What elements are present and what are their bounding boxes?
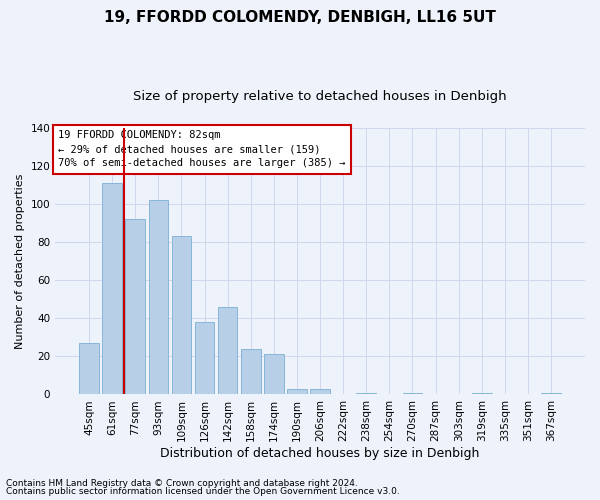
Text: Contains HM Land Registry data © Crown copyright and database right 2024.: Contains HM Land Registry data © Crown c… [6, 478, 358, 488]
Text: 19, FFORDD COLOMENDY, DENBIGH, LL16 5UT: 19, FFORDD COLOMENDY, DENBIGH, LL16 5UT [104, 10, 496, 25]
Y-axis label: Number of detached properties: Number of detached properties [15, 174, 25, 349]
Bar [403, 392, 422, 394]
Bar [287, 388, 307, 394]
Bar [195, 322, 214, 394]
Bar [310, 388, 330, 394]
Bar [172, 236, 191, 394]
Bar [241, 348, 260, 395]
Bar [356, 392, 376, 394]
Text: Contains public sector information licensed under the Open Government Licence v3: Contains public sector information licen… [6, 487, 400, 496]
Bar [79, 343, 99, 394]
X-axis label: Distribution of detached houses by size in Denbigh: Distribution of detached houses by size … [160, 447, 480, 460]
Title: Size of property relative to detached houses in Denbigh: Size of property relative to detached ho… [133, 90, 507, 103]
Bar [472, 392, 491, 394]
Bar [103, 183, 122, 394]
Bar [149, 200, 168, 394]
Bar [541, 392, 561, 394]
Bar [125, 219, 145, 394]
Text: 19 FFORDD COLOMENDY: 82sqm
← 29% of detached houses are smaller (159)
70% of sem: 19 FFORDD COLOMENDY: 82sqm ← 29% of deta… [58, 130, 346, 168]
Bar [218, 307, 238, 394]
Bar [264, 354, 284, 395]
